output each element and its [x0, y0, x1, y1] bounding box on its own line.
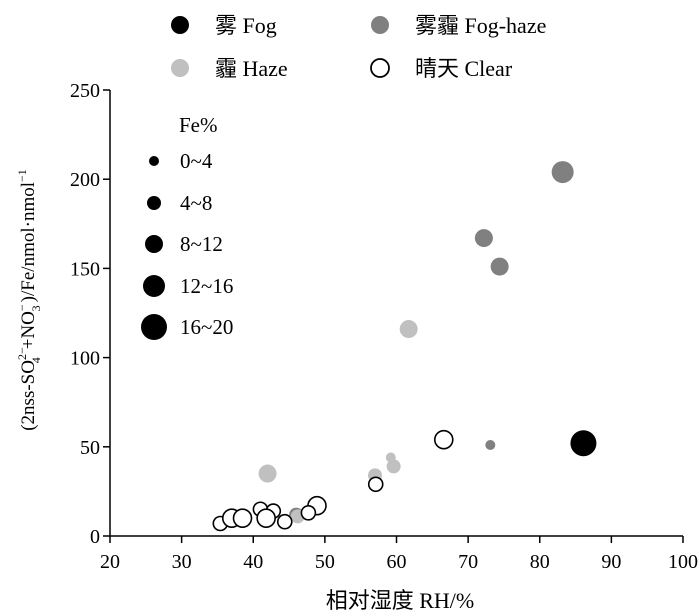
y-axis-label: (2nss-SO2−4+NO−3)/Fe/nmol·nmol−1	[15, 169, 43, 431]
size-legend-marker	[145, 235, 163, 253]
size-legend-marker	[141, 314, 167, 340]
data-point	[232, 508, 253, 528]
legend-marker	[370, 58, 390, 78]
data-point	[485, 440, 496, 451]
x-tick-label: 100	[668, 551, 698, 573]
data-point	[367, 476, 384, 493]
size-legend-label: 8~12	[180, 232, 223, 256]
legend-marker	[171, 59, 189, 77]
y-tick-label: 250	[70, 80, 100, 102]
legend-marker	[371, 16, 389, 34]
size-legend-marker	[149, 156, 159, 166]
y-tick-label: 150	[70, 258, 100, 280]
size-legend-label: 0~4	[180, 149, 213, 173]
size-legend-label: 12~16	[180, 274, 233, 298]
y-tick-label: 100	[70, 348, 100, 370]
legend-marker	[171, 16, 189, 34]
data-point	[474, 229, 493, 248]
x-tick-label: 40	[243, 551, 263, 573]
data-points	[212, 161, 597, 532]
legend-label: 雾霾 Fog-haze	[415, 13, 546, 38]
x-tick-label: 30	[172, 551, 192, 573]
y-tick-label: 0	[90, 526, 100, 548]
data-point	[399, 320, 418, 339]
data-point	[258, 464, 277, 483]
legend: 雾 Fog 雾霾 Fog-haze 霾 Haze 晴天 Clear	[171, 13, 546, 81]
data-point	[490, 257, 509, 276]
size-legend: Fe% 0~4 4~8 8~12 12~16 16~20	[141, 113, 233, 340]
data-point	[570, 430, 597, 457]
x-tick-label: 50	[315, 551, 335, 573]
data-point	[551, 161, 574, 184]
data-point	[276, 513, 293, 530]
y-tick-label: 200	[70, 169, 100, 191]
axis-ticks: 20 30 40 50 60 70 80 90 100 0 50 100 150 200 250	[70, 80, 698, 573]
size-legend-title: Fe%	[179, 113, 218, 137]
x-tick-label: 80	[530, 551, 550, 573]
x-tick-label: 60	[387, 551, 407, 573]
x-tick-label: 70	[458, 551, 478, 573]
data-point	[256, 508, 276, 528]
y-tick-label: 50	[80, 437, 100, 459]
size-legend-marker	[147, 196, 161, 210]
data-point	[300, 505, 317, 521]
size-legend-label: 16~20	[180, 315, 233, 339]
legend-label: 霾 Haze	[215, 56, 288, 81]
x-tick-label: 20	[100, 551, 120, 573]
x-tick-label: 90	[601, 551, 621, 573]
size-legend-marker	[143, 275, 165, 297]
x-axis-label: 相对湿度 RH/%	[326, 588, 475, 613]
data-point	[433, 429, 454, 450]
size-legend-label: 4~8	[180, 191, 212, 215]
legend-label: 雾 Fog	[215, 13, 277, 38]
data-point	[386, 459, 401, 474]
legend-label: 晴天 Clear	[415, 56, 513, 81]
